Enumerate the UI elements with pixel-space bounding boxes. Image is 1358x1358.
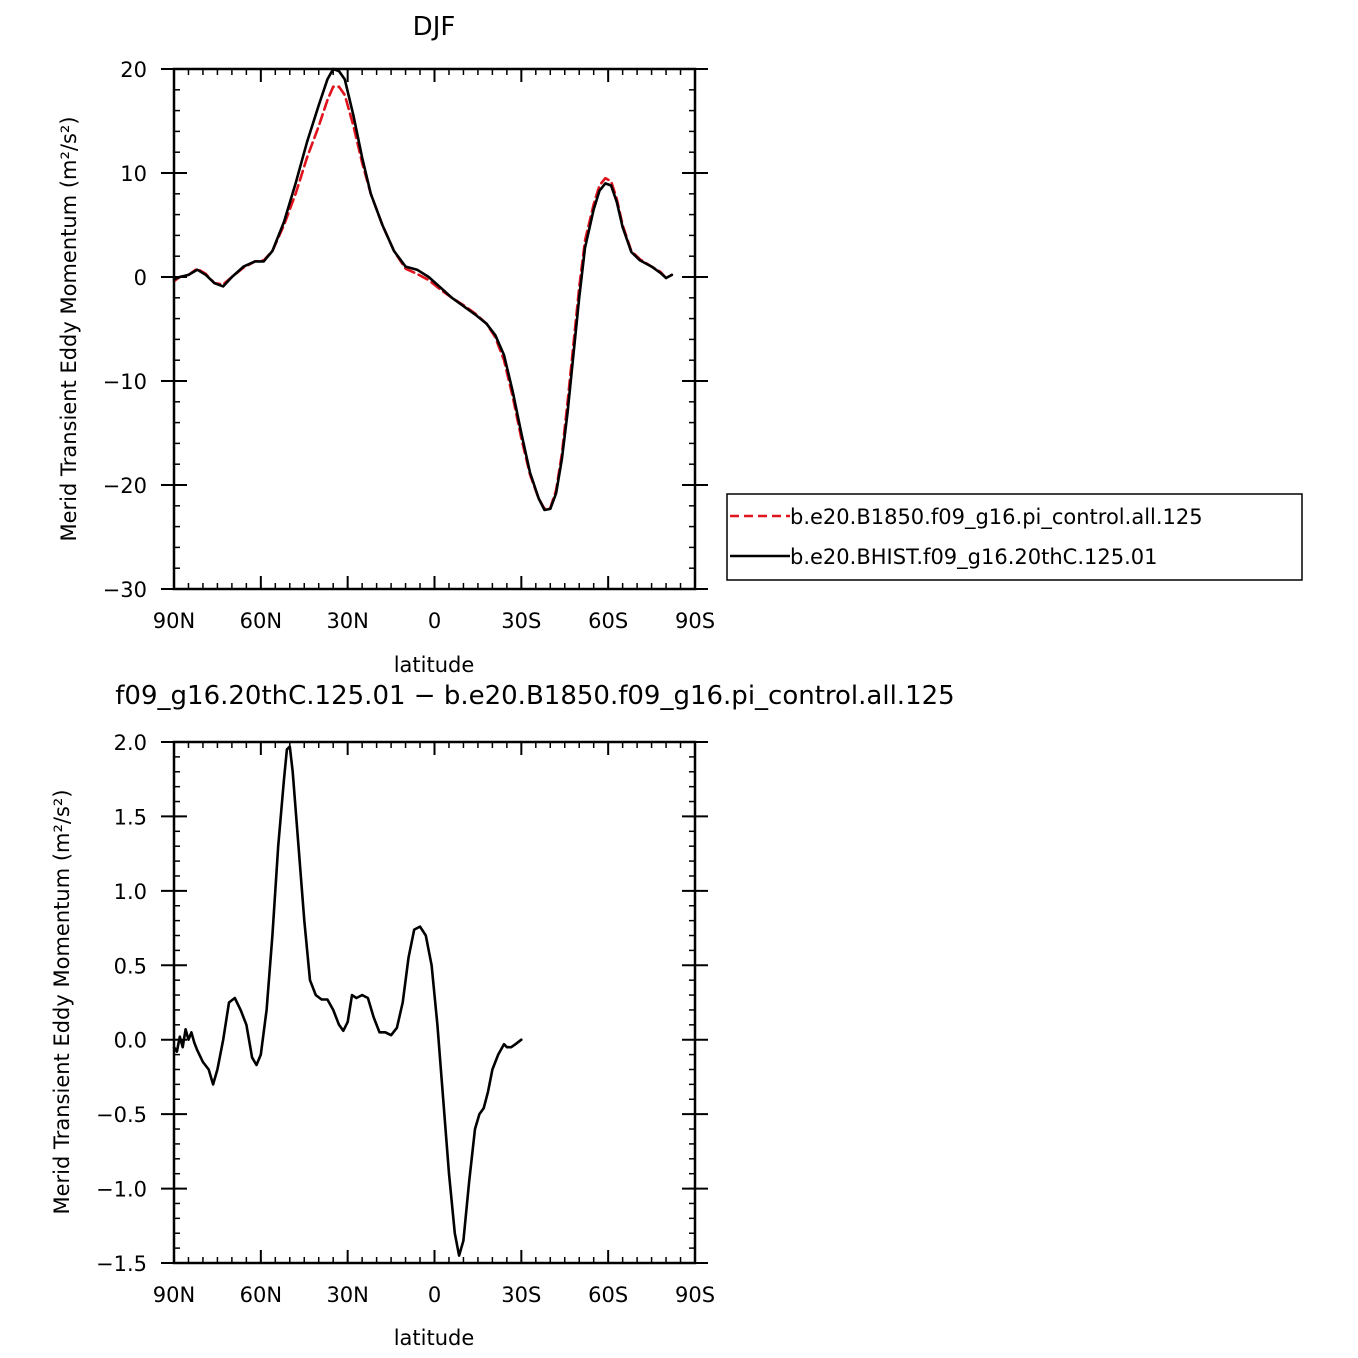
x-tick-label: 60N [240,609,282,633]
y-axis-title-top: Merid Transient Eddy Momentum (m²/s²) [57,116,81,541]
y-tick-label: −20 [103,474,147,498]
x-tick-label: 90S [675,1283,715,1307]
y-axis-title-bottom: Merid Transient Eddy Momentum (m²/s²) [50,789,74,1214]
series-line-top-2 [172,67,674,512]
y-tick-label: −10 [103,370,147,394]
x-tick-label: 90N [153,609,195,633]
x-axis-title-top: latitude [394,653,475,677]
x-tick-label: 30N [326,609,368,633]
legend-box [726,493,1303,581]
legend-label-series-2: b.e20.BHIST.f09_g16.20thC.125.01 [790,545,1157,570]
x-tick-label: 60S [588,609,628,633]
x-axis-title-bottom: latitude [394,1326,475,1350]
chart-title-bottom: f09_g16.20thC.125.01 − b.e20.B1850.f09_g… [115,681,954,711]
x-tick-label: 0 [428,1283,441,1307]
y-tick-label: −0.5 [96,1103,147,1127]
series-line-top-1 [172,85,674,511]
x-tick-label: 30S [501,609,541,633]
x-tick-label: 90N [153,1283,195,1307]
legend-label-series-1: b.e20.B1850.f09_g16.pi_control.all.125 [790,505,1203,530]
y-tick-label: 0.5 [114,954,147,978]
y-tick-label: 1.0 [114,880,147,904]
legend: b.e20.B1850.f09_g16.pi_control.all.125 b… [726,493,1303,581]
x-tick-label: 30N [326,1283,368,1307]
y-tick-label: 2.0 [114,731,147,755]
y-tick-label: 1.5 [114,805,147,829]
y-tick-label: 10 [120,162,147,186]
bottom-panel: f09_g16.20thC.125.01 − b.e20.B1850.f09_g… [50,681,955,1350]
x-tick-label: 60N [240,1283,282,1307]
y-tick-label: 20 [120,58,147,82]
x-tick-label: 0 [428,609,441,633]
series-line-bottom-1 [172,745,523,1257]
top-panel: DJF 90N 60N 30N 0 30S 60S 90S 20 10 0 −10 −20 −30 la… [57,12,1303,677]
y-tick-label: 0 [134,266,147,290]
y-tick-label: −1.5 [96,1252,147,1276]
y-tick-label: −1.0 [96,1178,147,1202]
y-tick-label: −30 [103,578,147,602]
chart-title-top: DJF [413,12,456,42]
x-tick-label: 30S [501,1283,541,1307]
plot-frame-top [172,67,697,591]
x-tick-label: 60S [588,1283,628,1307]
x-tick-label: 90S [675,609,715,633]
y-tick-label: 0.0 [114,1029,147,1053]
